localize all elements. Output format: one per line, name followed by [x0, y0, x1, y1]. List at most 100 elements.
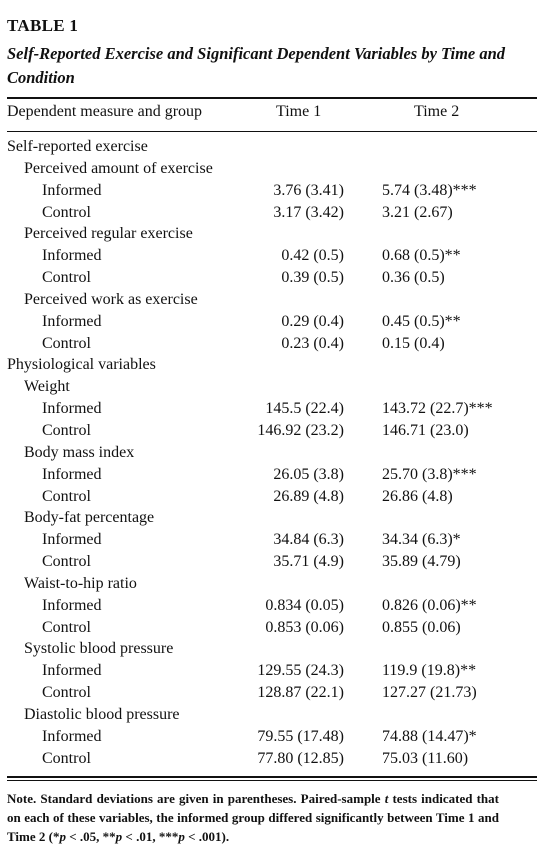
measure-label: Body mass index — [24, 443, 135, 461]
table-row: Informed 0.29 (0.4) 0.45 (0.5)** — [0, 311, 551, 333]
table-row: Control 77.80 (12.85) 75.03 (11.60) — [0, 748, 551, 770]
measure-heading-row: Weight — [0, 376, 551, 398]
time-1-value: 77.80 (12.85) — [257, 749, 344, 767]
time-1-value: 79.55 (17.48) — [257, 727, 344, 745]
measure-heading-row: Diastolic blood pressure — [0, 704, 551, 726]
table-row: Informed 26.05 (3.8) 25.70 (3.8)*** — [0, 464, 551, 486]
measure-label: Systolic blood pressure — [24, 640, 174, 658]
note-sig-3-stars: *** — [158, 829, 179, 844]
measure-label: Waist-to-hip ratio — [24, 574, 137, 592]
time-2-value: 3.21 (2.67) — [382, 203, 453, 221]
group-label: Control — [42, 553, 91, 571]
time-2-value: 119.9 (19.8)** — [382, 662, 477, 680]
note-text-a: Standard deviations are given in parenth… — [36, 791, 385, 806]
measure-heading-row: Perceived amount of exercise — [0, 158, 551, 180]
group-label: Control — [42, 749, 91, 767]
measure-heading-row: Perceived work as exercise — [0, 289, 551, 311]
group-label: Informed — [42, 727, 102, 745]
note-sig-3-p: p — [178, 829, 185, 844]
time-2-value: 0.15 (0.4) — [382, 334, 445, 352]
group-label: Control — [42, 334, 91, 352]
note-sig-2-val: < .01, — [122, 829, 159, 844]
time-1-value: 26.89 (4.8) — [273, 487, 344, 505]
section-heading-row: Physiological variables — [0, 354, 551, 376]
group-label: Informed — [42, 312, 102, 330]
table-row: Control 35.71 (4.9) 35.89 (4.79) — [0, 551, 551, 573]
table-row: Informed 129.55 (24.3) 119.9 (19.8)** — [0, 660, 551, 682]
group-label: Control — [42, 203, 91, 221]
time-1-value: 145.5 (22.4) — [265, 400, 344, 418]
time-1-value: 0.39 (0.5) — [281, 269, 344, 287]
time-1-value: 26.05 (3.8) — [273, 465, 344, 483]
time-2-value: 146.71 (23.0) — [382, 421, 469, 439]
group-label: Control — [42, 421, 91, 439]
time-2-value: 5.74 (3.48)*** — [382, 181, 477, 199]
time-1-value: 0.23 (0.4) — [281, 334, 344, 352]
header-measure: Dependent measure and group — [7, 103, 203, 120]
time-1-value: 0.853 (0.06) — [265, 618, 344, 636]
group-label: Control — [42, 487, 91, 505]
time-1-value: 146.92 (23.2) — [257, 421, 344, 439]
table-row: Control 26.89 (4.8) 26.86 (4.8) — [0, 486, 551, 508]
table-row: Informed 79.55 (17.48) 74.88 (14.47)* — [0, 726, 551, 748]
time-2-value: 0.826 (0.06)** — [382, 596, 477, 614]
note-lead: Note. — [7, 791, 37, 806]
time-1-value: 3.17 (3.42) — [273, 203, 344, 221]
time-2-value: 0.68 (0.5)** — [382, 247, 461, 265]
time-1-value: 34.84 (6.3) — [273, 531, 344, 549]
time-2-value: 26.86 (4.8) — [382, 487, 453, 505]
group-label: Informed — [42, 531, 102, 549]
table-row: Informed 3.76 (3.41) 5.74 (3.48)*** — [0, 180, 551, 202]
note-sig-1-stars: * — [52, 829, 60, 844]
group-label: Informed — [42, 662, 102, 680]
table-row: Control 0.39 (0.5) 0.36 (0.5) — [0, 267, 551, 289]
time-1-value: 129.55 (24.3) — [257, 662, 344, 680]
top-rule — [7, 97, 537, 99]
time-2-value: 25.70 (3.8)*** — [382, 465, 477, 483]
measure-heading-row: Body-fat percentage — [0, 507, 551, 529]
measure-label: Physiological variables — [7, 356, 156, 374]
table-caption: Self-Reported Exercise and Significant D… — [7, 44, 506, 87]
note-sig-3-val: < .001). — [184, 829, 230, 844]
table-row: Control 0.23 (0.4) 0.15 (0.4) — [0, 333, 551, 355]
time-1-value: 0.42 (0.5) — [281, 247, 344, 265]
time-1-value: 128.87 (22.1) — [257, 684, 344, 702]
measure-label: Perceived work as exercise — [24, 290, 198, 308]
note-sig-2-stars: ** — [102, 829, 116, 844]
table-row: Control 3.17 (3.42) 3.21 (2.67) — [0, 202, 551, 224]
time-2-value: 34.34 (6.3)* — [382, 531, 461, 549]
table-row: Informed 145.5 (22.4) 143.72 (22.7)*** — [0, 398, 551, 420]
table-body: Self-reported exercise Perceived amount o… — [0, 136, 551, 769]
group-label: Informed — [42, 400, 102, 418]
section-heading-row: Self-reported exercise — [0, 136, 551, 158]
header-time-1: Time 1 — [276, 103, 322, 120]
measure-heading-row: Systolic blood pressure — [0, 638, 551, 660]
note-sig-2-p: p — [115, 829, 123, 844]
bottom-rule-2 — [7, 780, 537, 781]
measure-heading-row: Waist-to-hip ratio — [0, 573, 551, 595]
header-rule — [7, 131, 537, 132]
note-text-b: tests indicated that on each of these va… — [7, 791, 499, 844]
time-1-value: 35.71 (4.9) — [273, 553, 344, 571]
time-1-value: 0.834 (0.05) — [265, 596, 344, 614]
table-row: Control 146.92 (23.2) 146.71 (23.0) — [0, 420, 551, 442]
time-2-value: 0.45 (0.5)** — [382, 312, 461, 330]
group-label: Informed — [42, 465, 102, 483]
note-t-symbol: t — [384, 791, 389, 806]
group-label: Informed — [42, 596, 102, 614]
time-2-value: 127.27 (21.73) — [382, 684, 477, 702]
table-label: TABLE 1 — [7, 16, 79, 35]
time-2-value: 74.88 (14.47)* — [382, 727, 477, 745]
table-row: Control 128.87 (22.1) 127.27 (21.73) — [0, 682, 551, 704]
table-note: Note. Standard deviations are given in p… — [7, 789, 499, 846]
group-label: Control — [42, 684, 91, 702]
measure-label: Perceived regular exercise — [24, 225, 193, 243]
header-time-2: Time 2 — [414, 103, 460, 120]
group-label: Control — [42, 269, 91, 287]
group-label: Control — [42, 618, 91, 636]
table-row: Informed 0.834 (0.05) 0.826 (0.06)** — [0, 595, 551, 617]
time-2-value: 143.72 (22.7)*** — [382, 400, 493, 418]
note-sig-1-val: < .05, — [65, 829, 103, 844]
measure-label: Body-fat percentage — [24, 509, 155, 527]
note-sig-1-p: p — [59, 829, 66, 844]
